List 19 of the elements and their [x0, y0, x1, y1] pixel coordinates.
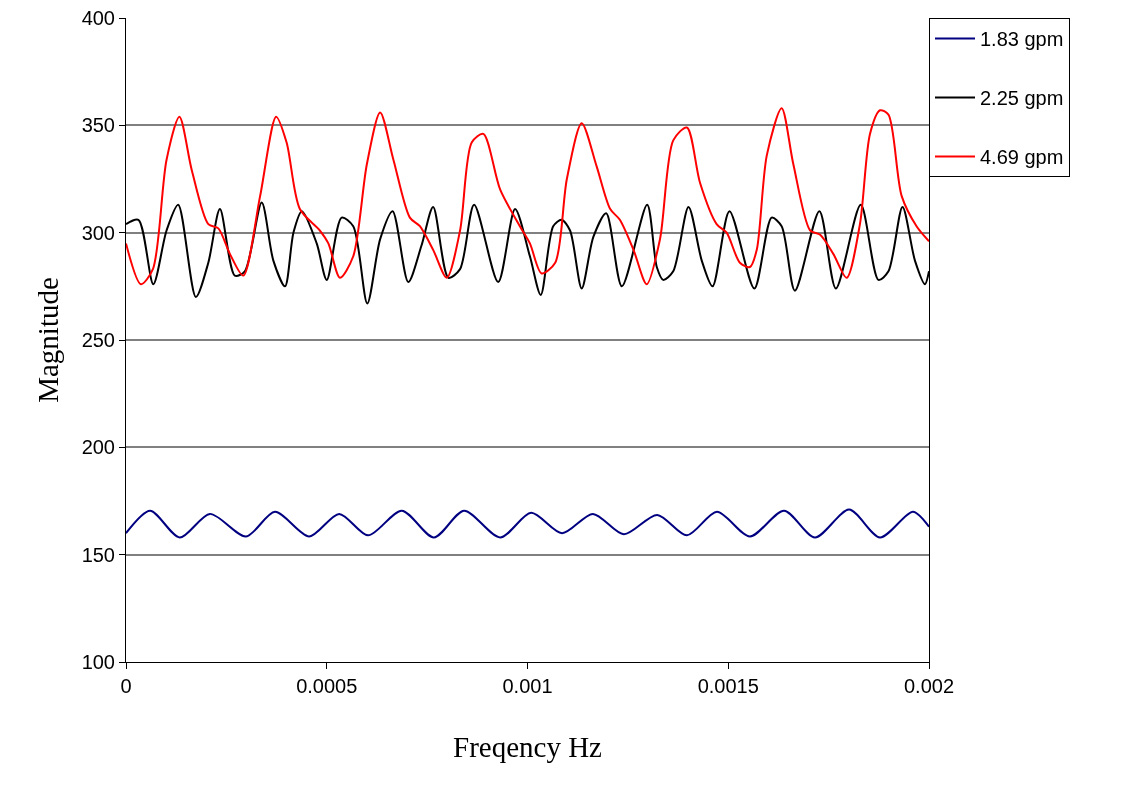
x-tick-label: 0.0015	[697, 675, 759, 697]
legend-label: 4.69 gpm	[980, 146, 1064, 169]
y-tick-label: 150	[81, 543, 115, 566]
y-tick-label: 300	[81, 221, 115, 244]
legend-label: 2.25 gpm	[980, 87, 1064, 110]
x-tick-label: 0.001	[502, 675, 553, 697]
x-tick-label: 0.002	[903, 675, 955, 697]
x-axis-title: Freqency Hz	[453, 730, 603, 763]
y-tick-label: 250	[81, 329, 115, 351]
y-tick-label: 200	[81, 436, 115, 459]
legend-label: 1.83 gpm	[980, 28, 1064, 51]
x-tick-label: 0.0005	[296, 675, 358, 697]
line-series	[126, 107, 929, 286]
y-tick-label: 100	[81, 651, 115, 673]
y-tick-label: 350	[81, 114, 115, 137]
x-tick-label: 0	[120, 675, 132, 697]
y-tick-label: 400	[81, 7, 115, 29]
y-axis-title: Magnitude	[31, 277, 64, 403]
line-series	[126, 508, 929, 539]
